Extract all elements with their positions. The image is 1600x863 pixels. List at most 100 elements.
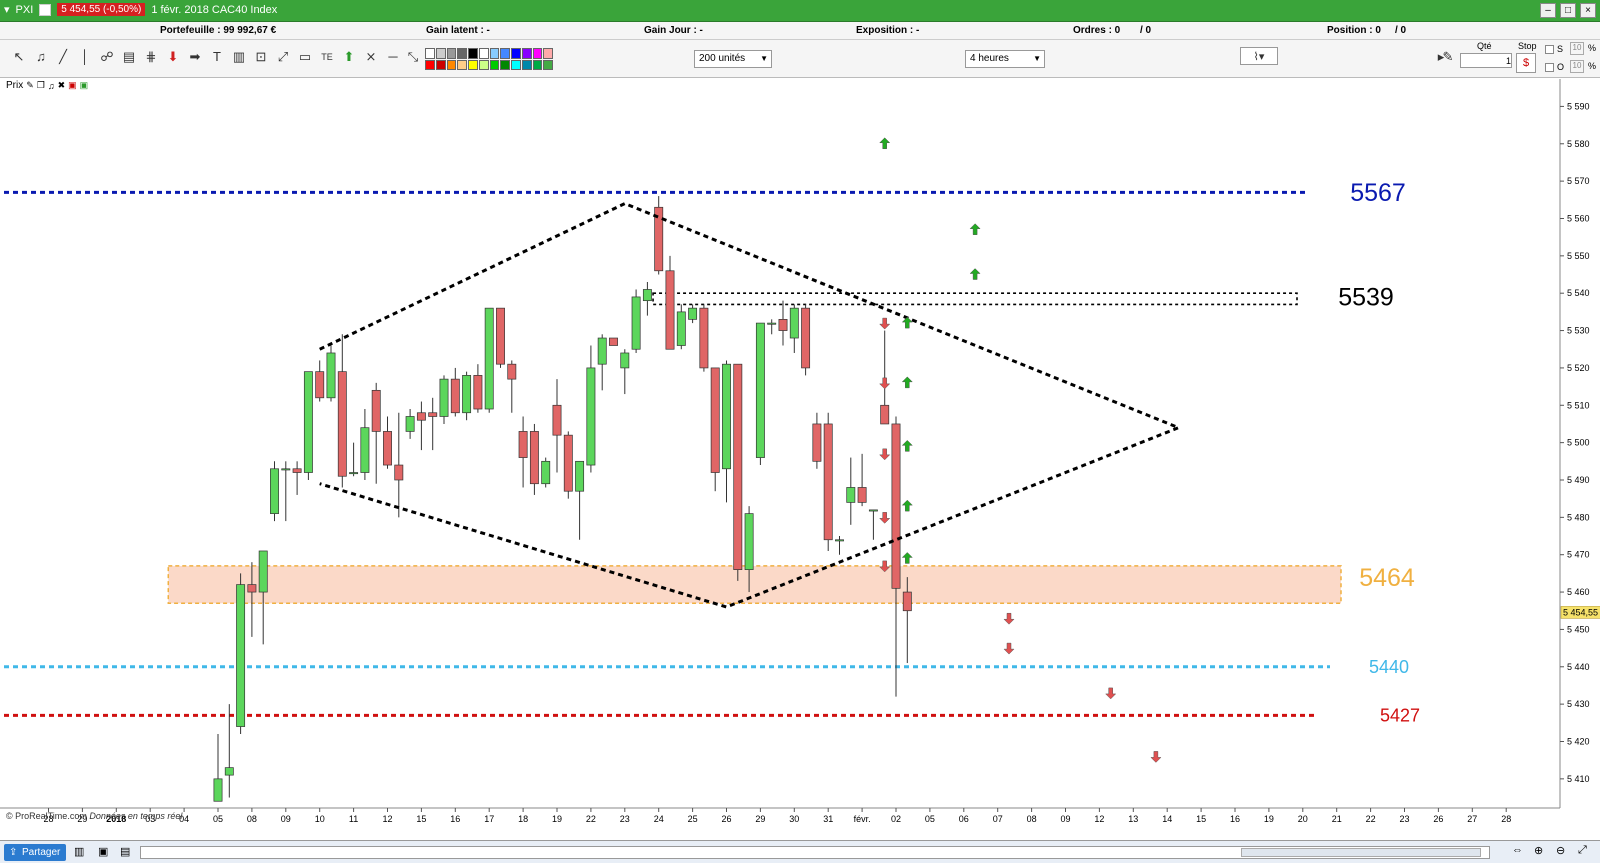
- support-zone-layer: [167, 565, 1342, 605]
- horizontal-line-icon[interactable]: ─: [388, 49, 398, 64]
- candle-body: [428, 412, 438, 417]
- window-box-icon[interactable]: [39, 3, 52, 16]
- watermark: © ProRealTime.com Données en temps réel: [6, 811, 182, 821]
- close-button[interactable]: ×: [1580, 3, 1596, 18]
- candle-body: [676, 311, 686, 346]
- zoom-out-icon[interactable]: ⊖: [1556, 845, 1566, 857]
- x-tick-label: 30: [789, 814, 799, 824]
- close-icon[interactable]: ✖: [57, 80, 66, 90]
- sell-arrow-icon[interactable]: ⬇: [167, 49, 179, 64]
- bell-icon[interactable]: ♫: [47, 80, 55, 91]
- exposure: Exposition : -: [856, 25, 920, 36]
- app-menu-icon[interactable]: ▾: [4, 4, 10, 16]
- parallel-icon[interactable]: ⋕: [145, 49, 157, 64]
- y-tick-label: 5 460: [1567, 587, 1590, 597]
- sell-signal-arrow: [1003, 642, 1015, 655]
- line-icon[interactable]: ╱: [59, 49, 67, 64]
- buy-arrow-icon[interactable]: ⬆: [343, 49, 355, 64]
- textbox-icon[interactable]: ⊡: [255, 49, 267, 64]
- candle-body: [620, 352, 630, 369]
- y-tick-label: 5 510: [1567, 400, 1590, 410]
- chevron-down-icon: ▼: [760, 54, 768, 63]
- candle-body: [880, 404, 890, 425]
- buy-signal-arrow: [901, 552, 913, 564]
- candlestick-chart-svg[interactable]: 5 410 5 420 5 430 5 440 5 450 5 460 5 470 5 480…: [0, 79, 1600, 839]
- extended-line-icon[interactable]: ⤡: [407, 49, 419, 64]
- s-pct-input[interactable]: 10: [1570, 42, 1584, 55]
- text-icon[interactable]: T: [213, 49, 221, 64]
- indicators-button[interactable]: ⌇▾: [1240, 47, 1278, 65]
- buy-icon[interactable]: ▣: [79, 80, 89, 90]
- y-tick-label: 5 570: [1567, 176, 1590, 186]
- cross-line-icon[interactable]: ⨯: [365, 49, 377, 64]
- period-select[interactable]: 4 heures ▼: [965, 50, 1045, 68]
- print-icon[interactable]: ▤: [120, 846, 131, 858]
- channel-icon[interactable]: ▤: [122, 49, 136, 64]
- maximize-button[interactable]: □: [1560, 3, 1576, 18]
- layout-icon[interactable]: ▥: [74, 846, 85, 858]
- support-zone-5464: [167, 565, 1342, 605]
- diamond-pattern-layer: [319, 201, 1183, 609]
- x-tick-label: 14: [1162, 814, 1172, 824]
- fit-icon[interactable]: ⇔: [1512, 844, 1523, 856]
- candle-body: [371, 389, 381, 432]
- sell-signal-arrow: [1003, 612, 1015, 625]
- units-select-value: 200 unités: [699, 53, 746, 64]
- x-tick-label: 29: [77, 814, 87, 824]
- candle-body: [563, 434, 573, 492]
- color-palette[interactable]: [425, 48, 553, 70]
- minimize-button[interactable]: –: [1540, 3, 1556, 18]
- sell-signal-arrow: [879, 448, 891, 461]
- y-tick-label: 5 430: [1567, 699, 1590, 709]
- orders-count: Ordres : 0: [1073, 25, 1121, 36]
- window-title: 1 févr. 2018 CAC40 Index: [151, 3, 278, 16]
- y-tick-label: 5 450: [1567, 624, 1590, 634]
- horizontal-scrollbar[interactable]: [140, 846, 1490, 859]
- ray-icon[interactable]: ⤢: [277, 49, 289, 64]
- o-checkbox[interactable]: [1545, 63, 1554, 72]
- rectangle-icon[interactable]: ▭: [298, 49, 312, 64]
- trash-icon[interactable]: ▥: [232, 49, 246, 64]
- share-label: Partager: [22, 847, 61, 858]
- fib-icon[interactable]: ☍: [100, 49, 114, 64]
- wrench-icon[interactable]: ✎: [26, 80, 34, 90]
- scrollbar-thumb[interactable]: [1241, 848, 1481, 857]
- price-chart[interactable]: 5 410 5 420 5 430 5 440 5 450 5 460 5 470 5 480…: [0, 79, 1600, 839]
- x-tick-label: 08: [247, 814, 257, 824]
- o-pct-input[interactable]: 10: [1570, 60, 1584, 73]
- cursor-icon[interactable]: ↖: [13, 49, 25, 64]
- x-tick-label: 09: [281, 814, 291, 824]
- candle-body: [541, 460, 551, 485]
- candle-body: [247, 584, 257, 593]
- candle-body: [699, 307, 709, 369]
- share-button[interactable]: ⇪ Partager: [4, 844, 67, 861]
- levels-layer: [4, 190, 1330, 717]
- stop-button[interactable]: $: [1516, 53, 1536, 73]
- zoom-in-icon[interactable]: ⊕: [1534, 845, 1544, 857]
- fib-text-icon[interactable]: TE: [321, 52, 333, 62]
- wrench-icon[interactable]: ✎: [1442, 49, 1454, 64]
- account-info-bar: Portefeuille : 99 992,67 € Gain latent :…: [0, 22, 1600, 40]
- vertical-line-icon[interactable]: │: [80, 49, 90, 64]
- candle-body: [755, 322, 765, 458]
- stop-label: Stop: [1518, 41, 1537, 51]
- candle-body: [665, 270, 675, 350]
- screenshot-icon[interactable]: ▣: [98, 846, 109, 858]
- x-tick-label: 26: [721, 814, 731, 824]
- s-checkbox[interactable]: [1545, 45, 1554, 54]
- candle-body: [518, 431, 528, 458]
- units-select[interactable]: 200 unités ▼: [694, 50, 772, 68]
- x-tick-label: 31: [823, 814, 833, 824]
- copy-icon[interactable]: ❐: [36, 80, 45, 90]
- right-arrow-icon[interactable]: ▸: [1437, 49, 1445, 64]
- x-tick-label: 22: [1366, 814, 1376, 824]
- candle-body: [496, 307, 505, 365]
- x-tick-label: 23: [620, 814, 630, 824]
- expand-icon[interactable]: ⤢: [1578, 844, 1587, 856]
- qty-input[interactable]: [1460, 53, 1512, 68]
- chart-panel-header: Prix ✎ ❐ ♫ ✖ ▣ ▣: [6, 80, 89, 91]
- sell-icon[interactable]: ▣: [68, 80, 77, 90]
- candle-body: [394, 464, 404, 481]
- arrow-icon[interactable]: ➡: [189, 49, 201, 64]
- bell-icon[interactable]: ♫: [36, 49, 46, 64]
